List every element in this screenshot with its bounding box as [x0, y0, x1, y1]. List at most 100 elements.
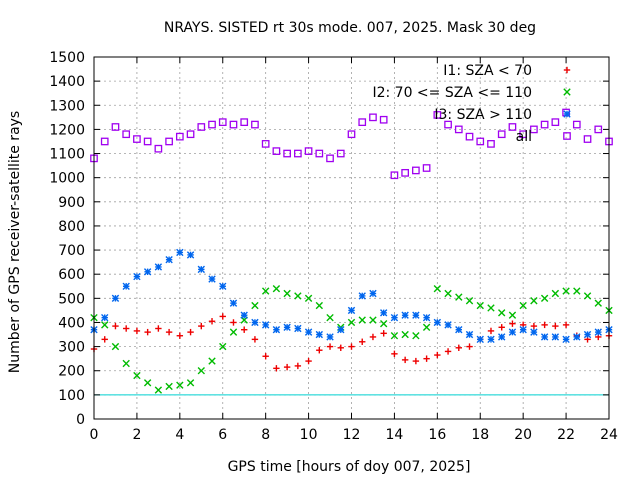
legend-marker: [563, 110, 571, 118]
marker-stroke: [455, 293, 463, 301]
data-point: [187, 328, 194, 336]
data-point: [186, 130, 195, 139]
marker-stroke: [111, 342, 120, 351]
data-point: [122, 282, 130, 290]
data-point: [101, 321, 109, 329]
data-point: [143, 268, 152, 276]
data-point: [336, 149, 345, 158]
data-point: [433, 284, 442, 293]
x-tick-label: 24: [600, 427, 618, 443]
data-point: [540, 294, 549, 303]
data-point: [315, 149, 324, 158]
data-point: [261, 321, 270, 329]
data-point: [519, 301, 527, 310]
marker-stroke: [573, 287, 581, 295]
data-point: [326, 343, 334, 350]
marker-stroke: [444, 289, 452, 298]
data-point: [562, 321, 570, 329]
data-point: [122, 359, 130, 368]
data-point: [422, 323, 431, 331]
marker-stroke: [379, 319, 388, 328]
marker-stroke: [154, 386, 163, 394]
x-tick-label: 16: [428, 427, 446, 443]
marker-stroke: [401, 330, 409, 339]
data-point: [572, 120, 581, 129]
marker-stroke: [369, 289, 377, 298]
marker-stroke: [186, 251, 195, 259]
data-point: [476, 335, 484, 344]
data-point: [401, 356, 409, 364]
data-point: [562, 287, 570, 295]
marker-stroke: [465, 297, 474, 305]
y-tick-label: 800: [58, 219, 85, 235]
x-tick-label: 4: [175, 427, 184, 443]
data-point: [261, 140, 270, 148]
marker-stroke: [315, 301, 324, 310]
data-point: [455, 344, 462, 352]
x-tick-label: 0: [90, 427, 99, 443]
data-point: [422, 313, 431, 322]
data-point: [262, 353, 269, 360]
marker-stroke: [379, 309, 388, 317]
marker-stroke: [444, 321, 452, 329]
data-point: [347, 306, 356, 315]
marker-stroke: [133, 371, 141, 380]
data-point: [369, 333, 377, 341]
data-point: [401, 330, 409, 339]
marker-stroke: [251, 318, 259, 327]
data-point: [379, 115, 388, 124]
data-point: [508, 123, 517, 131]
data-point: [240, 118, 249, 127]
x-tick-label: 10: [300, 427, 318, 443]
data-point: [423, 355, 430, 362]
marker-stroke: [283, 323, 291, 331]
marker-stroke: [540, 294, 549, 303]
series-2: [90, 284, 613, 394]
marker-stroke: [315, 330, 324, 339]
marker-stroke: [122, 359, 130, 368]
data-point: [412, 332, 420, 340]
marker-stroke: [498, 333, 506, 341]
data-point: [412, 311, 420, 319]
x-axis-label: GPS time [hours of doy 007, 2025]: [228, 459, 471, 475]
data-point: [143, 137, 152, 146]
legend-marker: [563, 66, 571, 74]
data-point: [358, 292, 366, 300]
marker-stroke: [563, 88, 571, 96]
x-axis-ticks: 0 2 4 6 8 10 12 14 16 18 20 22 24: [90, 57, 618, 443]
marker-stroke: [422, 323, 431, 331]
data-point: [583, 292, 592, 300]
marker-stroke: [551, 289, 560, 298]
data-point: [197, 123, 206, 131]
marker-stroke: [186, 379, 195, 387]
data-point: [466, 343, 473, 350]
data-point: [337, 326, 345, 334]
legend-label: all: [516, 129, 532, 145]
marker-stroke: [563, 110, 571, 118]
data-point: [111, 294, 120, 303]
marker-stroke: [304, 328, 313, 336]
marker-stroke: [433, 284, 442, 293]
marker-stroke: [573, 333, 581, 341]
legend-marker: [563, 88, 571, 96]
marker-stroke: [219, 282, 227, 290]
data-point: [519, 326, 527, 334]
legend-label: I2: 70 <= SZA <= 110: [372, 85, 532, 101]
marker-stroke: [133, 272, 141, 281]
data-point: [229, 120, 238, 129]
data-point: [465, 297, 474, 305]
data-point: [476, 137, 485, 146]
data-point: [444, 321, 452, 329]
data-point: [455, 293, 463, 301]
data-point: [208, 318, 216, 325]
data-point: [465, 330, 474, 339]
data-point: [111, 123, 120, 131]
data-point: [487, 327, 495, 335]
data-point: [304, 294, 313, 303]
data-point: [487, 140, 495, 148]
data-point: [229, 299, 238, 307]
marker-stroke: [455, 326, 463, 334]
data-point: [208, 120, 216, 129]
marker-stroke: [197, 367, 205, 375]
legend-label: I1: SZA < 70: [443, 63, 532, 79]
